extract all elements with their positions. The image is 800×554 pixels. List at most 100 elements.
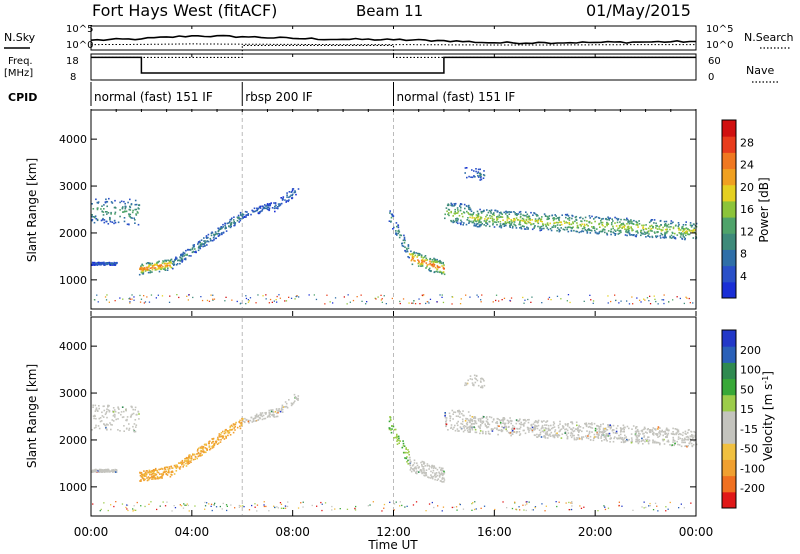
scatter-point [464, 420, 467, 422]
scatter-point [165, 470, 167, 473]
scatter-point [437, 266, 439, 268]
scatter-point [295, 193, 297, 196]
scatter-point [169, 266, 172, 268]
scatter-point [472, 423, 475, 425]
scatter-point [479, 432, 481, 435]
scatter-point [591, 431, 593, 433]
scatter-point [549, 222, 551, 225]
scatter-point [548, 296, 551, 299]
scatter-point [412, 504, 415, 506]
scatter-point [475, 168, 477, 170]
scatter-point [547, 298, 549, 300]
scatter-point [479, 218, 482, 220]
scatter-point [646, 438, 649, 441]
scatter-point [156, 268, 158, 271]
scatter-point [611, 429, 614, 432]
scatter-point [237, 216, 240, 219]
scatter-point [452, 413, 454, 415]
scatter-point [487, 426, 490, 428]
scatter-point [242, 214, 245, 216]
scatter-point [472, 502, 474, 504]
scatter-point [107, 263, 109, 265]
scatter-point [546, 222, 549, 224]
scatter-point [682, 233, 685, 235]
scatter-point [334, 297, 337, 299]
scatter-point [651, 429, 654, 431]
scatter-point [95, 426, 97, 429]
scatter-point [453, 506, 455, 508]
scatter-point [522, 296, 524, 299]
scatter-point [612, 231, 614, 234]
scatter-point [240, 424, 243, 426]
scatter-point [239, 303, 241, 305]
scatter-point [166, 474, 169, 476]
scatter-point [576, 230, 578, 233]
scatter-point [571, 422, 574, 425]
scatter-point [436, 468, 439, 471]
scatter-point [464, 207, 466, 210]
scatter-point [418, 260, 420, 262]
scatter-point [234, 507, 236, 509]
scatter-point [566, 429, 569, 432]
scatter-point [677, 436, 680, 438]
scatter-point [138, 273, 141, 276]
scatter-point [389, 416, 391, 418]
scatter-point [530, 211, 532, 214]
scatter-point [644, 227, 647, 230]
scatter-point [275, 415, 278, 418]
scatter-point [597, 437, 600, 439]
scatter-point [531, 509, 533, 511]
scatter-point [165, 466, 167, 468]
scatter-point [496, 425, 499, 427]
scatter-point [492, 301, 494, 303]
scatter-point [277, 207, 279, 210]
scatter-point [675, 224, 677, 227]
scatter-point [617, 227, 619, 230]
scatter-point [405, 447, 407, 449]
scatter-point [506, 215, 509, 218]
scatter-point [434, 266, 437, 269]
scatter-point [240, 213, 242, 216]
scatter-point [240, 217, 242, 220]
scatter-point [644, 440, 646, 443]
scatter-point [430, 474, 432, 476]
scatter-point [442, 267, 445, 269]
scatter-point [510, 422, 512, 425]
scatter-point [451, 203, 453, 206]
scatter-point [187, 461, 189, 463]
scatter-point [626, 439, 628, 441]
scatter-point [150, 473, 153, 476]
scatter-point [662, 236, 664, 239]
scatter-point [447, 204, 450, 206]
scatter-point [505, 428, 507, 431]
scatter-point [109, 220, 112, 223]
x-tick-label: 00:00 [679, 525, 714, 539]
scatter-point [381, 298, 383, 300]
scatter-point [528, 418, 530, 421]
scatter-point [636, 440, 638, 443]
scatter-point [106, 201, 109, 203]
scatter-point [674, 442, 676, 445]
scatter-point [401, 446, 404, 449]
scatter-point [610, 228, 613, 230]
scatter-point [507, 216, 509, 219]
scatter-point [596, 428, 598, 430]
scatter-point [275, 409, 278, 411]
scatter-point [624, 441, 626, 443]
scatter-point [99, 470, 102, 473]
scatter-point [129, 216, 131, 218]
scatter-point [173, 464, 176, 467]
scatter-point [602, 427, 605, 430]
scatter-point [202, 243, 204, 246]
scatter-point [413, 256, 415, 258]
scatter-point [638, 220, 640, 222]
scatter-point [647, 436, 650, 438]
scatter-point [483, 224, 485, 226]
scatter-point [431, 476, 434, 478]
scatter-point [220, 432, 223, 434]
scatter-point [132, 412, 135, 415]
scatter-point [224, 222, 226, 225]
scatter-point [528, 501, 530, 503]
scatter-point [390, 216, 393, 219]
